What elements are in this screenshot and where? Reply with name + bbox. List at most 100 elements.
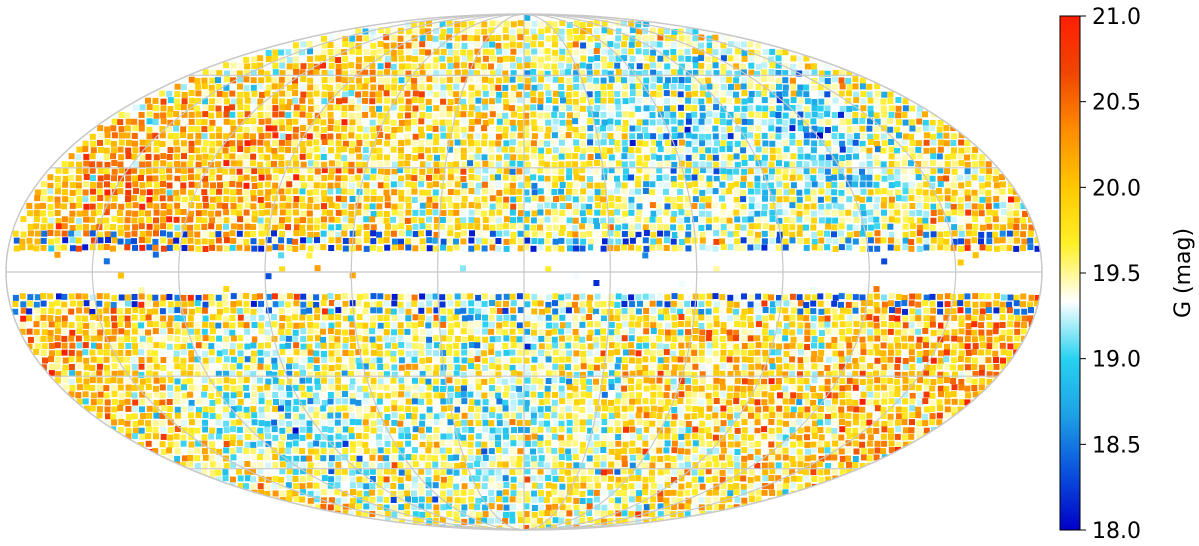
sky-pixel	[426, 133, 433, 140]
sky-pixel	[488, 146, 495, 153]
sky-pixel	[271, 147, 278, 154]
sky-pixel	[489, 20, 496, 27]
sky-pixel	[307, 160, 314, 167]
sky-pixel	[391, 209, 398, 216]
sky-pixel	[307, 217, 314, 224]
sky-pixel	[83, 322, 90, 329]
sky-pixel	[348, 161, 355, 168]
sky-pixel	[425, 147, 431, 154]
sky-pixel	[608, 293, 614, 300]
sky-pixel	[440, 132, 447, 139]
sky-pixel	[174, 224, 181, 231]
sky-pixel	[174, 146, 181, 153]
sky-pixel	[145, 329, 152, 336]
sky-pixel	[880, 202, 887, 209]
sky-pixel	[761, 167, 768, 174]
sky-pixel	[103, 316, 110, 322]
sky-pixel	[383, 182, 390, 189]
sky-pixel	[216, 328, 223, 335]
sky-pixel	[649, 216, 656, 223]
sky-pixel	[327, 84, 334, 91]
sky-pixel	[1034, 245, 1041, 252]
sky-pixel	[369, 98, 376, 105]
sky-pixel	[930, 139, 937, 146]
sky-pixel	[685, 245, 692, 252]
sky-pixel	[587, 118, 594, 125]
sky-pixel	[488, 63, 494, 70]
sky-pixel	[391, 224, 398, 231]
sky-pixel	[236, 160, 243, 167]
sky-pixel	[138, 301, 145, 308]
sky-pixel	[685, 55, 692, 62]
sky-pixel	[195, 295, 202, 301]
sky-pixel	[811, 104, 818, 111]
sky-pixel	[224, 105, 230, 112]
sky-pixel	[285, 160, 292, 167]
sky-pixel	[838, 190, 845, 196]
sky-pixel	[713, 168, 720, 175]
sky-pixel	[307, 56, 314, 63]
sky-pixel	[482, 104, 489, 111]
sky-pixel	[229, 343, 236, 350]
sky-pixel	[846, 342, 853, 349]
sky-pixel	[187, 315, 194, 322]
sky-pixel	[342, 70, 348, 77]
sky-pixel	[391, 244, 398, 251]
sky-pixel	[896, 132, 902, 139]
sky-pixel	[656, 300, 663, 307]
sky-pixel	[257, 342, 264, 349]
sky-pixel	[677, 203, 684, 210]
sky-pixel	[362, 308, 369, 315]
sky-pixel	[363, 48, 370, 55]
sky-pixel	[40, 314, 47, 321]
sky-pixel	[726, 35, 732, 41]
sky-pixel	[831, 189, 838, 196]
sky-pixel	[629, 27, 636, 34]
sky-pixel	[685, 104, 691, 111]
sky-pixel	[370, 342, 377, 349]
sky-pixel	[244, 111, 251, 118]
sky-pixel	[705, 196, 712, 203]
sky-pixel	[657, 161, 663, 168]
sky-pixel	[1013, 230, 1020, 237]
sky-pixel	[489, 336, 496, 343]
sky-pixel	[663, 224, 670, 231]
sky-pixel	[692, 56, 699, 63]
sky-pixel	[789, 118, 796, 125]
sky-pixel	[839, 106, 846, 112]
sky-pixel	[96, 335, 103, 342]
sky-pixel	[223, 217, 230, 224]
sky-pixel	[40, 210, 46, 217]
sky-pixel	[188, 210, 195, 217]
sky-pixel	[537, 83, 544, 90]
sky-pixel	[992, 314, 999, 321]
sky-pixel	[243, 239, 250, 245]
sky-pixel	[887, 91, 894, 98]
sky-pixel	[909, 125, 916, 132]
sky-pixel	[306, 112, 313, 119]
sky-pixel	[145, 97, 151, 104]
sky-pixel	[720, 209, 726, 216]
sky-pixel	[40, 244, 47, 251]
sky-pixel	[691, 344, 698, 350]
sky-pixel	[362, 83, 369, 90]
sky-pixel	[426, 76, 433, 83]
sky-pixel	[433, 161, 440, 168]
sky-pixel	[747, 132, 754, 139]
sky-pixel	[769, 62, 776, 69]
sky-pixel	[908, 300, 915, 307]
sky-pixel	[824, 70, 831, 77]
sky-pixel	[573, 70, 580, 77]
sky-pixel	[664, 230, 671, 237]
sky-pixel	[670, 154, 677, 161]
sky-pixel	[846, 105, 853, 112]
sky-pixel	[328, 342, 335, 349]
sky-pixel	[432, 77, 439, 84]
sky-pixel	[488, 343, 495, 350]
sky-pixel	[495, 69, 502, 76]
sky-pixel	[293, 69, 300, 75]
sky-pixel	[845, 209, 852, 216]
sky-pixel	[447, 189, 454, 195]
sky-pixel	[180, 161, 187, 168]
sky-pixel	[195, 111, 202, 118]
